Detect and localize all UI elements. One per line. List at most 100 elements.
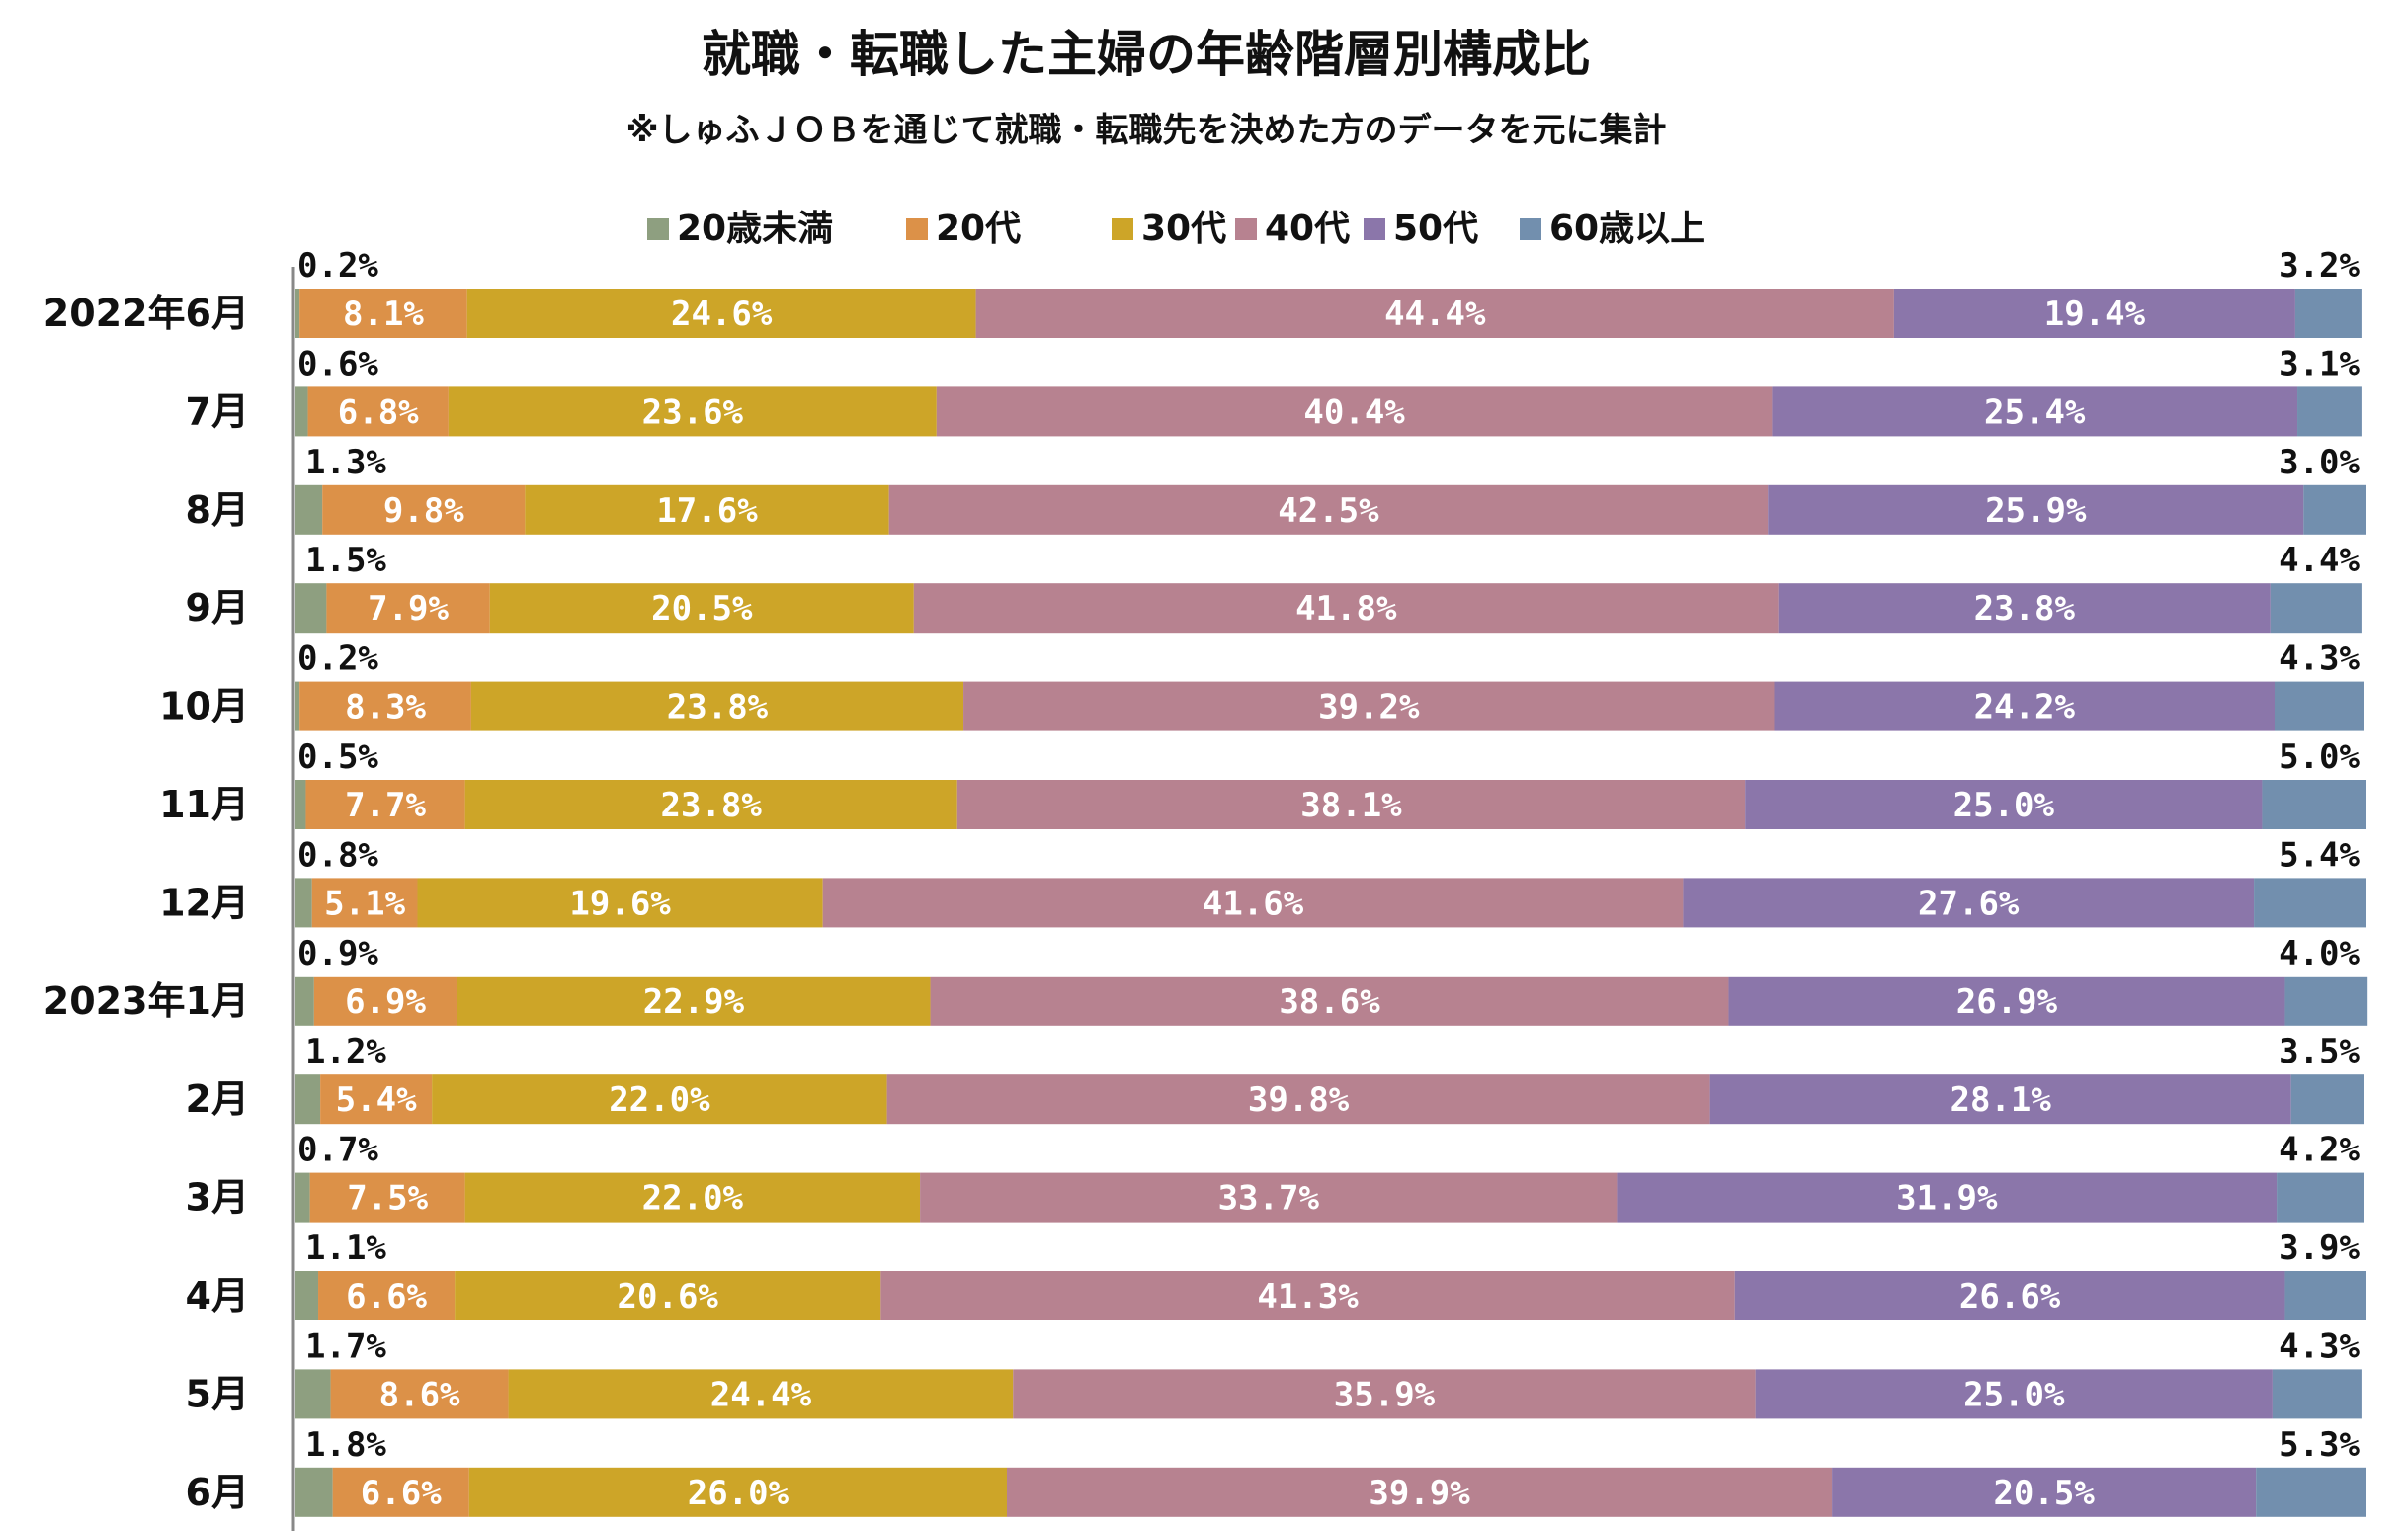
- bar-3-series-5: [2270, 583, 2362, 634]
- data-label-10-5: 3.9%: [2279, 1229, 2360, 1268]
- legend-label-4: 50代: [1393, 209, 1478, 249]
- bar-4-series-5: [2275, 681, 2364, 731]
- bar-11-series-5: [2272, 1369, 2362, 1419]
- legend: 20歳未満 20代 30代 40代 50代 60歳以上: [647, 209, 1705, 249]
- bar-10-series-0: [295, 1271, 319, 1320]
- bar-0-series-5: [2294, 289, 2362, 338]
- bar-1-series-5: [2297, 386, 2362, 437]
- data-label-6-3: 41.6%: [1203, 884, 1304, 923]
- data-label-1-4: 25.4%: [1984, 392, 2086, 432]
- data-label-9-4: 31.9%: [1896, 1179, 1998, 1219]
- bar-9-series-3: [920, 1172, 1618, 1223]
- data-label-11-4: 25.0%: [1963, 1375, 2065, 1414]
- data-label-0-5: 3.2%: [2279, 246, 2360, 286]
- data-label-9-3: 33.7%: [1218, 1179, 1320, 1219]
- data-label-0-2: 24.6%: [671, 295, 773, 334]
- data-label-9-2: 22.0%: [642, 1179, 744, 1219]
- data-label-2-4: 25.9%: [1985, 491, 2087, 531]
- bar-4-series-1: [299, 681, 471, 731]
- bar-4-series-2: [470, 681, 964, 731]
- bar-2-series-3: [888, 484, 1769, 535]
- category-label-2: 8月: [186, 488, 249, 532]
- bar-9-series-1: [309, 1172, 465, 1223]
- category-label-10: 4月: [186, 1274, 249, 1318]
- bar-7-series-0: [295, 976, 314, 1026]
- data-label-11-5: 4.3%: [2279, 1326, 2360, 1366]
- data-label-8-2: 22.0%: [609, 1080, 710, 1120]
- bar-8-series-4: [1709, 1074, 2291, 1125]
- chart-subtitle: ※しゅふＪＯＢを通じて就職・転職先を決めた方のデータを元に集計: [625, 111, 1666, 150]
- bar-6-series-4: [1683, 878, 2255, 928]
- data-label-8-0: 1.2%: [305, 1032, 386, 1071]
- category-label-12: 6月: [186, 1471, 249, 1514]
- bar-6-series-0: [295, 878, 312, 928]
- category-label-0: 2022年6月: [43, 292, 249, 335]
- bar-4-series-4: [1774, 681, 2276, 731]
- data-label-10-4: 26.6%: [1959, 1277, 2061, 1317]
- data-label-2-2: 17.6%: [656, 491, 758, 531]
- legend-swatch-4: [1364, 218, 1385, 240]
- bar-10-series-1: [318, 1271, 456, 1320]
- data-label-5-4: 25.0%: [1953, 786, 2055, 825]
- bar-6-series-5: [2254, 878, 2366, 928]
- bar-7-series-5: [2284, 976, 2368, 1026]
- bar-0-series-0: [295, 289, 300, 338]
- data-label-10-0: 1.1%: [305, 1229, 386, 1268]
- data-label-8-4: 28.1%: [1950, 1080, 2051, 1120]
- category-label-3: 9月: [186, 586, 249, 630]
- data-label-6-4: 27.6%: [1918, 884, 2020, 923]
- category-label-11: 5月: [186, 1372, 249, 1415]
- data-label-12-4: 20.5%: [1993, 1474, 2095, 1513]
- bar-5-series-5: [2262, 780, 2366, 829]
- bar-10-series-3: [880, 1271, 1735, 1320]
- bar-7-series-4: [1728, 976, 2285, 1026]
- bar-11-series-0: [295, 1369, 331, 1419]
- bar-0-series-2: [466, 289, 976, 338]
- bar-8-series-1: [320, 1074, 433, 1125]
- legend-swatch-2: [1112, 218, 1133, 240]
- data-label-3-2: 20.5%: [651, 589, 753, 629]
- category-label-4: 10月: [159, 685, 249, 728]
- bar-6-series-2: [417, 878, 823, 928]
- data-label-11-2: 24.4%: [710, 1375, 812, 1414]
- data-label-3-5: 4.4%: [2279, 541, 2360, 580]
- data-label-7-1: 6.9%: [345, 982, 426, 1022]
- data-label-4-4: 24.2%: [1974, 688, 2076, 727]
- bar-8-series-3: [886, 1074, 1710, 1125]
- bar-7-series-1: [313, 976, 457, 1026]
- bars: [295, 289, 2368, 1517]
- category-label-8: 2月: [186, 1077, 249, 1121]
- bar-3-series-0: [295, 583, 327, 634]
- bar-3-series-4: [1778, 583, 2271, 634]
- legend-swatch-5: [1520, 218, 1541, 240]
- bar-0-series-4: [1893, 289, 2295, 338]
- data-label-12-3: 39.9%: [1369, 1474, 1470, 1513]
- category-label-1: 7月: [186, 389, 249, 433]
- bar-9-series-2: [464, 1172, 921, 1223]
- bar-3-series-2: [489, 583, 914, 634]
- data-label-0-3: 44.4%: [1384, 295, 1486, 334]
- data-label-12-2: 26.0%: [688, 1474, 789, 1513]
- bar-4-series-3: [963, 681, 1775, 731]
- bar-5-series-0: [295, 780, 306, 829]
- bar-12-series-5: [2256, 1467, 2366, 1517]
- legend-label-0: 20歳未満: [677, 209, 833, 249]
- bar-8-series-5: [2290, 1074, 2364, 1125]
- data-label-6-2: 19.6%: [569, 884, 671, 923]
- data-label-2-0: 1.3%: [305, 443, 386, 482]
- bar-12-series-3: [1006, 1467, 1833, 1517]
- data-label-6-5: 5.4%: [2279, 835, 2360, 875]
- bar-5-series-1: [305, 780, 465, 829]
- bar-11-series-3: [1013, 1369, 1756, 1419]
- data-labels: 0.2% 8.1% 24.6% 44.4% 19.4% 3.2% 0.6% 6.8% 23.6%…: [297, 246, 2361, 1513]
- bar-7-series-2: [457, 976, 931, 1026]
- data-label-3-4: 23.8%: [1974, 589, 2076, 629]
- bar-6-series-3: [822, 878, 1684, 928]
- bar-4-series-0: [295, 681, 300, 731]
- legend-swatch-1: [906, 218, 928, 240]
- bar-1-series-1: [307, 386, 449, 437]
- bar-2-series-1: [322, 484, 526, 535]
- data-label-11-0: 1.7%: [305, 1326, 386, 1366]
- data-label-11-3: 35.9%: [1334, 1375, 1436, 1414]
